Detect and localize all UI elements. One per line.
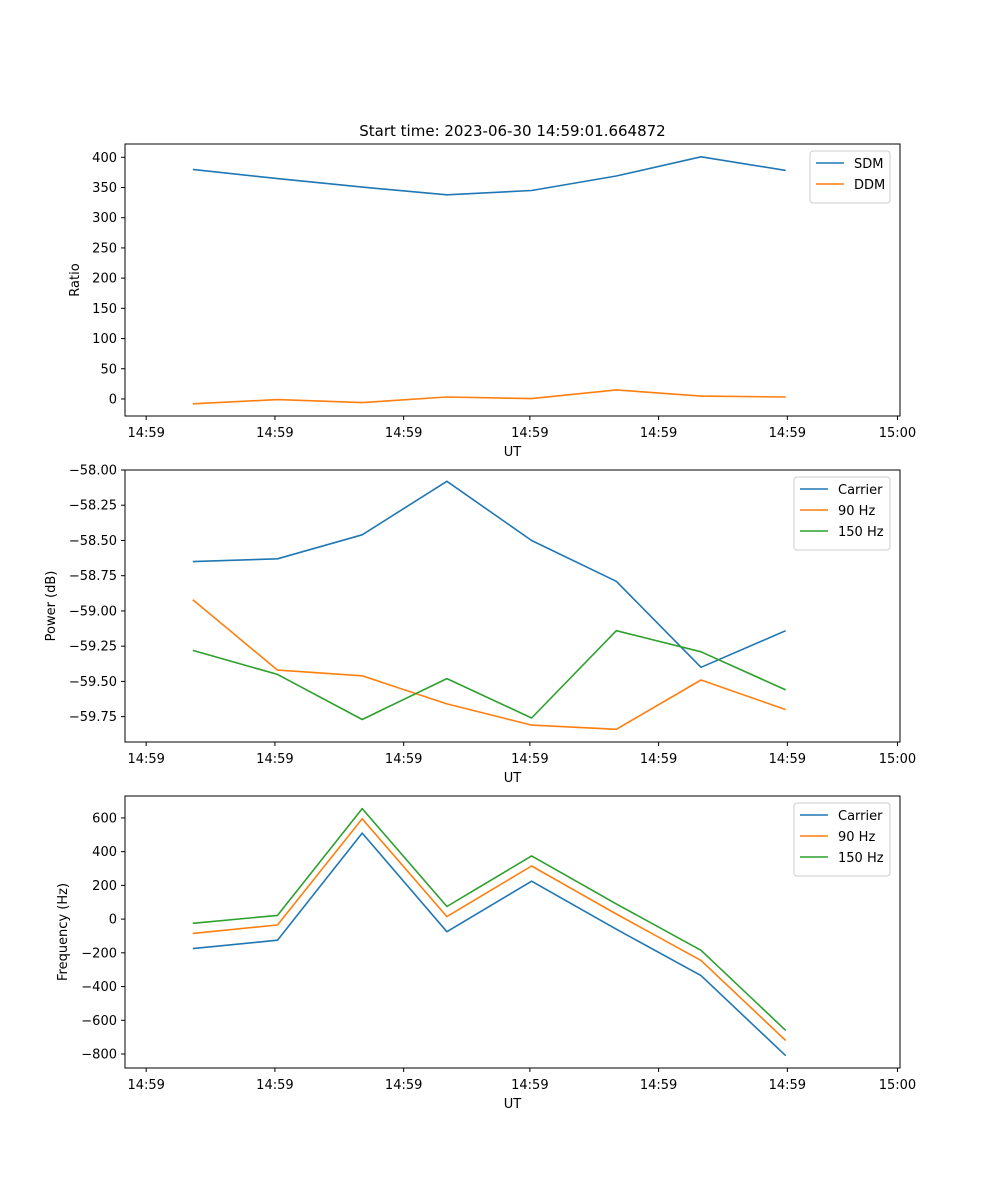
x-tick-label: 14:59: [769, 752, 806, 767]
series-line-carrier: [192, 832, 787, 1057]
x-axis-label: UT: [504, 771, 522, 786]
x-tick-label: 14:59: [256, 426, 293, 441]
legend-label: Carrier: [838, 809, 883, 824]
y-tick-label: 400: [92, 151, 117, 166]
x-tick-label: 15:00: [879, 752, 916, 767]
y-tick-label: 100: [92, 332, 117, 347]
x-tick-label: 14:59: [769, 426, 806, 441]
x-tick-label: 14:59: [385, 752, 422, 767]
legend: Carrier 90 Hz 150 Hz: [793, 802, 891, 877]
series-line-sdm: [192, 156, 786, 196]
y-tick-label: −59.50: [69, 675, 117, 690]
y-tick-label: 0: [109, 392, 117, 407]
ratio-panel: Start time: 2023-06-30 14:59:01.664872 0…: [68, 122, 916, 460]
legend-label: DDM: [854, 178, 885, 193]
power-panel: −58.00 −58.25 −58.50 −58.75 −59.00 −59.25 −59.…: [44, 464, 916, 787]
y-tick-label: 350: [92, 181, 117, 196]
x-tick-label: 14:59: [127, 752, 164, 767]
legend-label: 150 Hz: [838, 525, 884, 540]
legend: SDM DDM: [809, 150, 891, 204]
x-tick-label: 15:00: [879, 426, 916, 441]
x-tick-label: 14:59: [511, 1078, 548, 1093]
y-tick-label: 200: [92, 879, 117, 894]
frequency-plot-area: 600 400 200 0 −200 −400 −600 −800 14:59 14:59 14:5…: [81, 795, 916, 1093]
x-tick-label: 14:59: [256, 1078, 293, 1093]
y-tick-label: 400: [92, 845, 117, 860]
x-axis-label: UT: [504, 1097, 522, 1112]
x-tick-label: 14:59: [640, 752, 677, 767]
series-line-90-hz: [192, 599, 786, 731]
y-tick-label: 600: [92, 811, 117, 826]
x-tick-label: 14:59: [769, 1078, 806, 1093]
x-tick-label: 14:59: [640, 1078, 677, 1093]
y-tick-label: −400: [81, 980, 117, 995]
axes-frame: [124, 795, 901, 1069]
series-line-ddm: [192, 389, 786, 405]
y-tick-label: −600: [81, 1014, 117, 1029]
ratio-plot-area: 0 50 100 150 200 250 300 350 400 14:59 14:59 14:59 1…: [92, 143, 916, 441]
x-tick-label: 14:59: [385, 426, 422, 441]
y-tick-label: 200: [92, 272, 117, 287]
y-tick-label: −59.75: [69, 710, 117, 725]
x-tick-label: 14:59: [640, 426, 677, 441]
y-tick-label: 0: [109, 913, 117, 928]
y-axis-label: Power (dB): [44, 571, 59, 642]
y-tick-label: 50: [100, 362, 117, 377]
x-tick-label: 14:59: [127, 426, 164, 441]
y-tick-label: −58.00: [69, 464, 117, 479]
series-line-carrier: [192, 480, 787, 669]
y-tick-label: 250: [92, 241, 117, 256]
legend-label: 90 Hz: [838, 830, 875, 845]
x-axis-label: UT: [504, 445, 522, 460]
legend-label: Carrier: [838, 483, 883, 498]
y-tick-label: −800: [81, 1048, 117, 1063]
x-tick-label: 14:59: [256, 752, 293, 767]
x-tick-label: 14:59: [511, 426, 548, 441]
y-tick-label: 150: [92, 302, 117, 317]
y-tick-label: 300: [92, 211, 117, 226]
legend-label: 150 Hz: [838, 851, 884, 866]
series-line-150-hz: [192, 629, 787, 721]
legend: Carrier 90 Hz 150 Hz: [793, 476, 891, 551]
x-tick-label: 15:00: [879, 1078, 916, 1093]
y-tick-label: −58.75: [69, 569, 117, 584]
power-plot-area: −58.00 −58.25 −58.50 −58.75 −59.00 −59.25 −59.…: [69, 464, 916, 768]
x-tick-label: 14:59: [385, 1078, 422, 1093]
legend-label: SDM: [854, 157, 883, 172]
y-tick-label: −58.25: [69, 499, 117, 514]
chart-title: Start time: 2023-06-30 14:59:01.664872: [359, 122, 665, 140]
series-line-150-hz: [192, 807, 787, 1031]
axes-frame: [124, 469, 901, 743]
y-tick-label: −59.00: [69, 604, 117, 619]
y-tick-label: −59.25: [69, 640, 117, 655]
x-tick-label: 14:59: [127, 1078, 164, 1093]
x-tick-label: 14:59: [511, 752, 548, 767]
y-tick-label: −200: [81, 946, 117, 961]
series-line-90-hz: [192, 817, 787, 1042]
y-tick-label: −58.50: [69, 534, 117, 549]
y-axis-label: Frequency (Hz): [56, 883, 71, 981]
legend-box: [809, 150, 891, 204]
frequency-panel: 600 400 200 0 −200 −400 −600 −800 14:59 14:59 14:5…: [56, 795, 916, 1112]
y-axis-label: Ratio: [68, 263, 83, 296]
axes-frame: [124, 143, 901, 417]
legend-label: 90 Hz: [838, 504, 875, 519]
